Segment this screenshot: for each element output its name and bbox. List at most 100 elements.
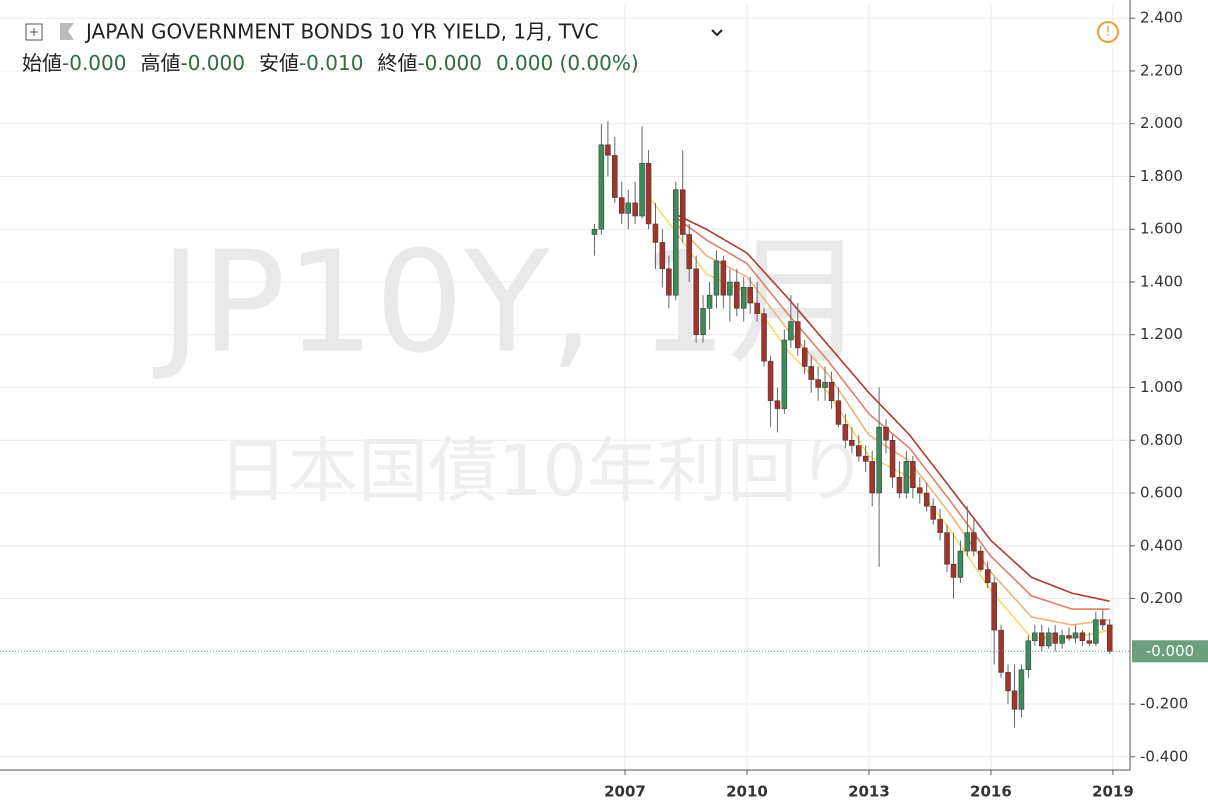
candle-body bbox=[612, 155, 618, 198]
moving-average bbox=[673, 220, 1110, 626]
x-tick-label: 2019 bbox=[1092, 783, 1134, 801]
y-tick-label: 1.400 bbox=[1140, 272, 1183, 290]
candle-body bbox=[774, 400, 781, 409]
candle-body bbox=[727, 281, 733, 296]
candle-body bbox=[1079, 632, 1086, 641]
candle-body bbox=[740, 287, 747, 309]
ohlc-legend: 始値-0.000 高値-0.000 安値-0.010 終値-0.000 0.000 (0… bbox=[22, 51, 639, 75]
candle-body bbox=[1086, 640, 1093, 644]
candle-body bbox=[937, 519, 943, 533]
candle-body bbox=[679, 189, 686, 235]
moving-average bbox=[673, 215, 1110, 610]
grid bbox=[0, 5, 1130, 770]
legend-item: -0.000 bbox=[62, 51, 126, 75]
plot bbox=[0, 121, 1130, 728]
candle-body bbox=[1072, 632, 1079, 639]
candle-body bbox=[1011, 690, 1018, 710]
legend-item: 終値 bbox=[377, 51, 417, 75]
candle-body bbox=[910, 461, 916, 488]
candle-body bbox=[862, 455, 869, 462]
candle-body bbox=[849, 440, 855, 446]
candle-body bbox=[645, 163, 652, 225]
candle-body bbox=[639, 163, 645, 217]
y-tick-label: 1.800 bbox=[1140, 167, 1183, 185]
candle-body bbox=[822, 381, 828, 388]
candle-body bbox=[903, 461, 910, 494]
y-tick-label: -0.400 bbox=[1140, 747, 1188, 765]
y-tick-label: 2.200 bbox=[1140, 61, 1183, 79]
y-tick-label: 1.000 bbox=[1140, 378, 1183, 396]
y-tick-label: 0.200 bbox=[1140, 589, 1183, 607]
candle-body bbox=[795, 321, 801, 349]
candle-body bbox=[1045, 632, 1052, 647]
candle-body bbox=[666, 268, 672, 296]
candle-body bbox=[598, 144, 605, 230]
candle-body bbox=[720, 260, 727, 296]
moving-average bbox=[673, 212, 1110, 602]
candle-body bbox=[673, 189, 679, 296]
legend-item: -0.010 bbox=[299, 51, 363, 75]
candle-body bbox=[828, 381, 835, 401]
candle-body bbox=[917, 487, 923, 494]
price-label-box bbox=[1132, 640, 1208, 663]
watermark: JP10Y, 1月 bbox=[152, 222, 867, 385]
candle-body bbox=[693, 268, 699, 335]
candle-body bbox=[883, 426, 889, 441]
legend-item: -0.000 bbox=[180, 51, 244, 75]
candle-body bbox=[618, 197, 625, 214]
dropdown-icon[interactable] bbox=[711, 29, 723, 37]
candle-body bbox=[801, 347, 808, 367]
candle-body bbox=[1059, 635, 1065, 644]
candle-body bbox=[781, 339, 788, 409]
candle-body bbox=[991, 582, 997, 631]
candle-body bbox=[1052, 632, 1058, 644]
y-tick-label: 1.600 bbox=[1140, 220, 1183, 238]
candle-body bbox=[815, 379, 821, 388]
candle-body bbox=[978, 550, 984, 570]
candle-body bbox=[591, 228, 598, 235]
candle-body bbox=[1005, 672, 1011, 692]
legend-item: 高値 bbox=[140, 51, 180, 75]
y-tick-label: 0.400 bbox=[1140, 536, 1183, 554]
expand-icon[interactable] bbox=[25, 23, 43, 41]
candle-body bbox=[1100, 619, 1106, 626]
candle-body bbox=[713, 260, 720, 296]
y-tick-label: -0.200 bbox=[1140, 695, 1188, 713]
alert-mark: ! bbox=[1105, 24, 1111, 40]
flag-icon[interactable] bbox=[60, 23, 74, 40]
candle-body bbox=[964, 532, 971, 552]
candle-body bbox=[747, 287, 753, 304]
candle-body bbox=[1018, 669, 1025, 710]
alert-icon[interactable] bbox=[1097, 21, 1119, 43]
candle-body bbox=[923, 492, 930, 507]
candle-body bbox=[659, 242, 666, 270]
x-tick-label: 2013 bbox=[848, 783, 890, 801]
candle-body bbox=[1106, 624, 1113, 652]
watermark-sub: 日本国債10年利回り bbox=[218, 430, 867, 512]
y-tick-label: 1.200 bbox=[1140, 325, 1183, 343]
candle-body bbox=[1066, 635, 1072, 639]
legend-item: -0.000 bbox=[417, 51, 481, 75]
candle-body bbox=[706, 294, 713, 309]
candle-body bbox=[876, 426, 882, 494]
price-label: -0.000 bbox=[1146, 642, 1194, 660]
candle-body bbox=[998, 629, 1004, 673]
y-tick-label: 2.400 bbox=[1140, 9, 1183, 27]
candle-body bbox=[930, 505, 936, 520]
candle-body bbox=[605, 144, 611, 156]
candle-body bbox=[652, 223, 659, 243]
candle-body bbox=[788, 321, 794, 341]
candle-body bbox=[1025, 640, 1032, 671]
candle-body bbox=[700, 308, 706, 335]
candle-body bbox=[686, 234, 692, 270]
candle-body bbox=[632, 202, 638, 217]
candle-body bbox=[761, 313, 767, 362]
x-tick-label: 2007 bbox=[604, 783, 646, 801]
moving-average bbox=[648, 197, 1110, 639]
chart-title: JAPAN GOVERNMENT BONDS 10 YR YIELD, 1月, … bbox=[84, 20, 599, 44]
candle-body bbox=[971, 532, 977, 552]
legend-item: 始値 bbox=[22, 51, 62, 75]
candle-body bbox=[754, 302, 760, 314]
